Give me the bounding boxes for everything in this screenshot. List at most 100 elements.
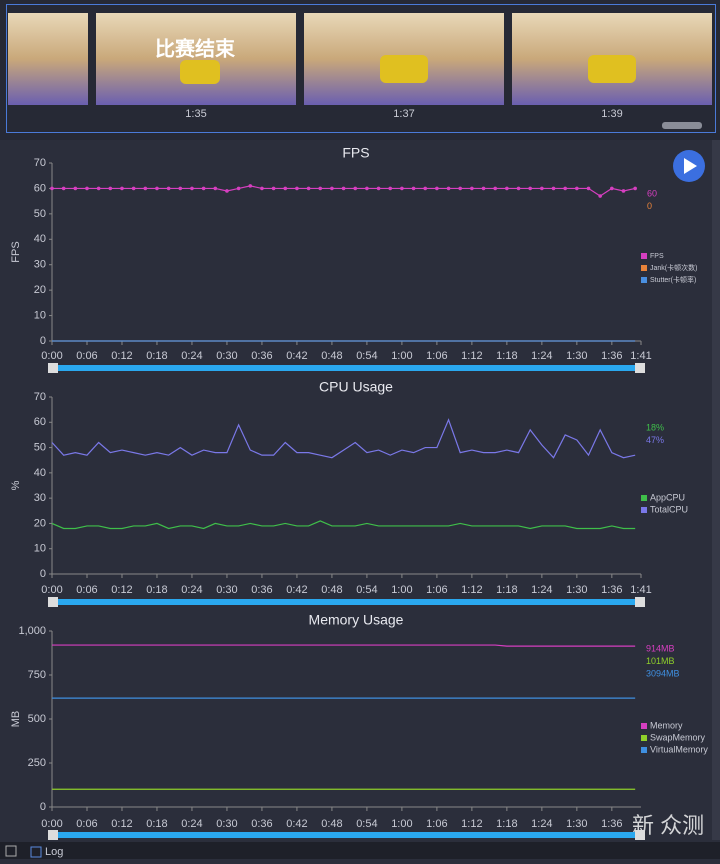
legend-swatch <box>641 265 647 271</box>
series-line <box>51 418 636 459</box>
slider-handle[interactable] <box>48 363 58 373</box>
x-tick-label: 0:18 <box>146 584 167 596</box>
legend-label: TotalCPU <box>650 504 688 514</box>
slider-handle[interactable] <box>635 597 645 607</box>
point <box>423 186 428 191</box>
slider-handle[interactable] <box>635 830 645 840</box>
log-label: Log <box>45 846 63 858</box>
x-tick-label: 1:18 <box>496 584 517 596</box>
y-tick-label: 40 <box>34 233 46 245</box>
x-tick-label: 0:54 <box>356 818 377 830</box>
x-tick-label: 0:48 <box>321 350 342 362</box>
point <box>610 186 614 191</box>
dropdown[interactable] <box>5 845 17 857</box>
y-axis-label: MB <box>10 711 22 728</box>
y-tick-label: 50 <box>34 441 46 453</box>
point <box>458 186 463 191</box>
chart-title: FPS <box>342 145 369 161</box>
x-tick-label: 0:06 <box>76 818 97 830</box>
y-tick-label: 70 <box>34 157 46 169</box>
x-tick-label: 1:24 <box>531 818 552 830</box>
point <box>446 186 451 191</box>
chart-title: Memory Usage <box>309 612 404 628</box>
point <box>493 186 498 191</box>
point <box>411 186 416 191</box>
point <box>575 186 579 191</box>
y-tick-label: 60 <box>34 416 46 428</box>
x-tick-label: 1:06 <box>426 818 447 830</box>
scrollbar[interactable] <box>662 122 702 129</box>
current-value: 101MB <box>646 656 675 666</box>
legend-swatch <box>641 735 647 741</box>
x-tick-label: 0:18 <box>146 350 167 362</box>
y-tick-label: 30 <box>34 259 46 271</box>
x-tick-label: 1:06 <box>426 584 447 596</box>
time-slider[interactable] <box>52 832 641 838</box>
current-value: 47% <box>646 435 664 445</box>
point <box>166 186 171 191</box>
y-tick-label: 20 <box>34 284 46 296</box>
point <box>96 186 101 191</box>
point <box>330 186 334 191</box>
x-tick-label: 0:42 <box>286 350 307 362</box>
legend-label: Stutter(卡顿率) <box>650 275 696 284</box>
x-tick-label: 0:54 <box>356 350 377 362</box>
car <box>180 60 220 84</box>
x-tick-label: 1:18 <box>496 350 517 362</box>
x-tick-label: 1:18 <box>496 818 517 830</box>
play-icon <box>684 158 697 174</box>
current-value: 18% <box>646 422 664 432</box>
x-tick-label: 0:18 <box>146 818 167 830</box>
series-line <box>51 520 636 530</box>
x-tick-label: 1:12 <box>461 818 482 830</box>
thumbnail[interactable] <box>8 13 88 105</box>
legend-swatch <box>641 277 647 283</box>
point <box>341 186 346 191</box>
time-slider[interactable] <box>52 365 641 371</box>
point <box>283 186 288 191</box>
point <box>505 186 509 191</box>
point <box>143 186 148 191</box>
x-tick-label: 0:00 <box>41 350 62 362</box>
legend-swatch <box>641 253 647 259</box>
point <box>50 186 54 191</box>
slider-handle[interactable] <box>48 597 58 607</box>
x-tick-label: 0:36 <box>251 818 272 830</box>
point <box>365 186 369 191</box>
y-axis-label: FPS <box>10 241 22 262</box>
legend-swatch <box>641 507 647 513</box>
point <box>563 186 567 191</box>
current-value: 914MB <box>646 643 675 653</box>
point <box>260 186 264 191</box>
legend-label: VirtualMemory <box>650 744 708 754</box>
y-tick-label: 500 <box>28 713 46 725</box>
point <box>306 186 311 191</box>
x-tick-label: 0:12 <box>111 818 132 830</box>
log-checkbox[interactable] <box>30 846 42 858</box>
slider-handle[interactable] <box>635 363 645 373</box>
point <box>178 186 183 191</box>
v-scrollbar[interactable] <box>712 140 720 840</box>
point <box>201 186 206 191</box>
y-tick-label: 0 <box>40 801 46 813</box>
point <box>528 186 532 191</box>
thumbnail[interactable] <box>96 13 296 105</box>
x-tick-label: 0:00 <box>41 584 62 596</box>
point <box>598 194 602 198</box>
slider-handle[interactable] <box>48 830 58 840</box>
y-axis-label: % <box>10 480 22 490</box>
x-tick-label: 1:12 <box>461 350 482 362</box>
point <box>108 186 113 191</box>
point <box>376 186 381 191</box>
x-tick-label: 0:54 <box>356 584 377 596</box>
x-tick-label: 0:30 <box>216 350 237 362</box>
x-tick-label: 0:48 <box>321 818 342 830</box>
time-slider[interactable] <box>52 599 641 605</box>
point <box>236 186 241 191</box>
point <box>516 186 521 191</box>
x-tick-label: 1:00 <box>391 818 412 830</box>
point <box>388 186 393 191</box>
x-tick-label: 1:00 <box>391 350 412 362</box>
